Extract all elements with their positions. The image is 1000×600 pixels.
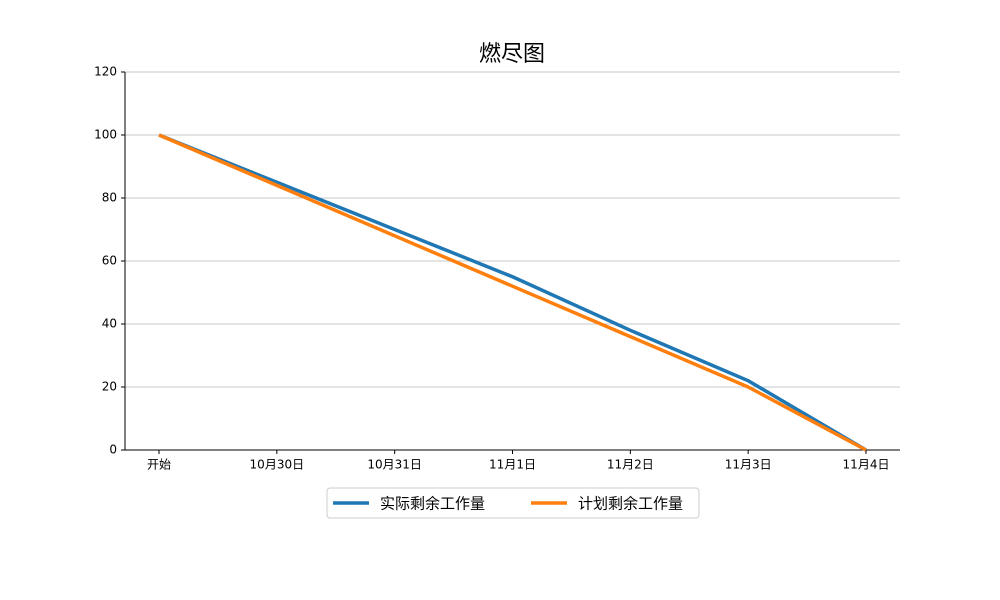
series-line xyxy=(158,133,867,452)
x-tick-label: 开始 xyxy=(147,458,171,472)
y-tick-label: 100 xyxy=(94,128,117,142)
y-tick-label: 20 xyxy=(102,380,117,394)
series-line xyxy=(158,133,867,452)
x-tick-label: 11月3日 xyxy=(725,458,772,472)
y-tick-label: 0 xyxy=(109,443,117,457)
x-tick-label: 11月4日 xyxy=(843,458,890,472)
y-tick-label: 40 xyxy=(102,317,117,331)
legend-box xyxy=(326,487,700,519)
x-tick-label: 10月31日 xyxy=(367,458,422,472)
x-tick-label: 10月30日 xyxy=(250,458,305,472)
y-tick-label: 80 xyxy=(102,191,117,205)
y-tick-label: 60 xyxy=(102,254,117,268)
x-tick-label: 11月2日 xyxy=(607,458,654,472)
x-tick-label: 11月1日 xyxy=(489,458,536,472)
legend-label: 计划剩余工作量 xyxy=(578,495,683,513)
legend-label: 实际剩余工作量 xyxy=(380,495,485,513)
y-tick-label: 120 xyxy=(94,65,117,79)
chart-title: 燃尽图 xyxy=(479,42,545,67)
